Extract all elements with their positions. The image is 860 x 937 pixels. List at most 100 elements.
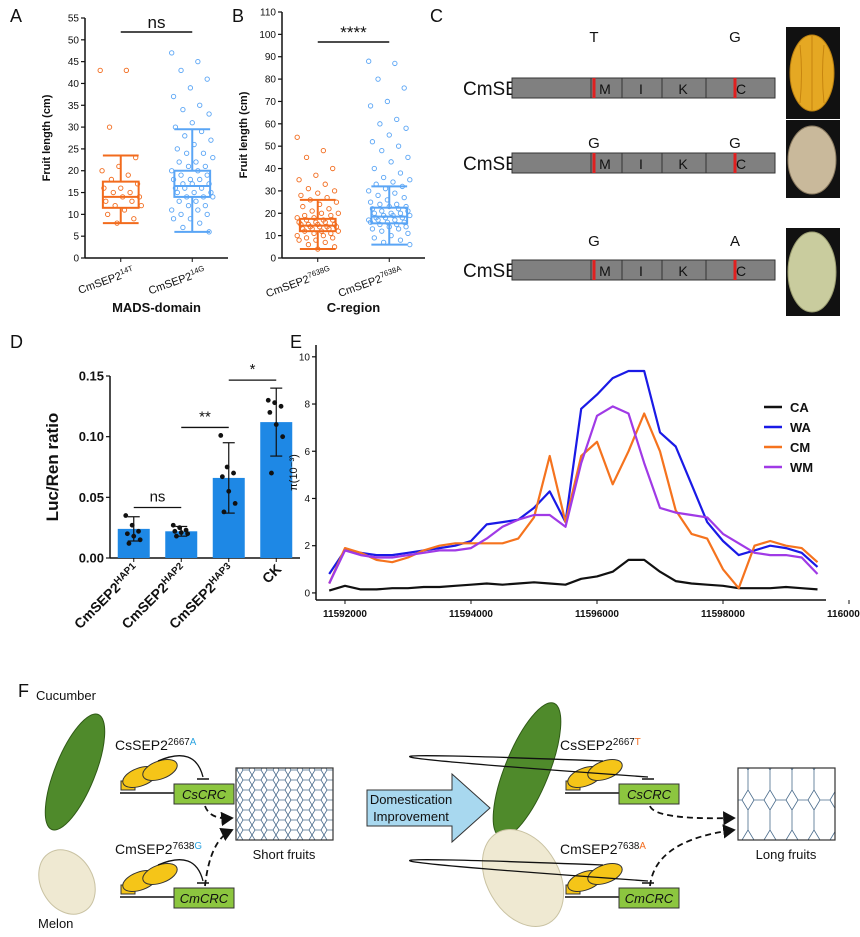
x-tick-label-sup: 14G [189,263,206,276]
data-point [397,210,404,216]
data-point [185,163,192,170]
x-tick-label: CmSEP214T [76,263,136,297]
y-axis-title: Fruit length (cm) [238,91,250,178]
regulator-label-allele: A [190,737,197,748]
data-point [331,188,338,194]
data-point [405,154,411,161]
data-point [296,237,302,243]
data-point [131,533,137,539]
x-tick-label-base: CmSEP2 [337,273,384,300]
data-point [394,201,400,207]
x-tick-label-sup: 7638G [306,263,331,279]
data-point [395,226,402,232]
data-point [403,125,409,131]
data-point [204,172,210,178]
regulation-arc [157,859,204,882]
regulation-arc [409,755,649,778]
data-point [407,241,413,248]
data-point [224,464,230,470]
data-point [335,228,341,234]
x-tick-label: CmSEP27638A [336,263,405,300]
data-point [195,58,201,65]
snp-label: G [588,233,600,250]
dashed-arrow [204,805,234,827]
data-point [322,239,328,245]
data-point [187,176,194,183]
data-point [191,189,197,196]
dashed-arrow [649,805,736,826]
x-tick-label: 11592000 [323,609,367,620]
legend-label: WA [790,420,812,435]
data-point [193,159,199,165]
regulation-arc [409,859,649,882]
data-point [170,522,176,528]
data-point [377,201,383,207]
cell-image [737,767,836,841]
transition-label: Domestication [370,792,452,807]
data-point [197,176,203,183]
y-tick-label: 10 [68,210,80,221]
y-tick-label: 80 [265,75,277,86]
y-tick-label: 50 [68,35,80,46]
data-point [380,174,387,181]
data-point [195,207,201,213]
y-tick-label: 4 [304,494,310,505]
target-gene-label: CmCRC [180,891,229,906]
y-tick-label: 100 [259,30,276,41]
y-tick-label: 25 [68,144,80,155]
data-point [379,148,385,154]
data-point [178,530,184,535]
data-point [265,397,271,403]
data-point [392,60,398,67]
data-point [369,226,376,232]
data-point [401,194,407,201]
x-tick-label-sup: HAP2 [159,560,186,587]
y-tick-label: 0.10 [79,429,104,444]
data-point [382,215,389,221]
species-label: Cucumber [36,688,97,703]
x-tick-label-sup: 7638A [378,263,403,279]
regulator-label: CmSEP27638G [115,841,202,858]
y-tick-label: 0.15 [79,369,104,384]
data-point [407,212,413,219]
data-point [369,206,376,212]
series-line [328,369,819,575]
snp-label: A [730,233,740,250]
y-tick-label: 110 [260,8,276,19]
y-tick-label: 0.05 [79,490,104,505]
snp-label: T [589,29,598,46]
regulator-label: CsSEP22667T [560,737,641,754]
x-tick-label-base: CmSEP2 [71,579,124,632]
y-tick-label: 0.00 [79,551,104,566]
domain-label: K [678,81,688,97]
data-point [136,528,141,534]
data-point [129,198,135,204]
x-axis-title: C-region [327,300,381,315]
x-tick-label-base: CmSEP2 [118,579,171,632]
data-point [298,221,304,228]
phenotype-label: Short fruits [253,847,316,862]
data-point [401,85,407,91]
data-point [123,513,129,518]
y-tick-label: 40 [68,79,80,90]
snp-label: G [588,135,600,152]
y-tick-label: 15 [68,188,80,199]
regulator-label-base: CsSEP2 [115,737,168,753]
x-tick-label: 11594000 [449,609,493,620]
panel-label: E [290,332,302,352]
x-tick-label-base: CmSEP2 [264,273,311,300]
y-tick-label: 55 [68,14,80,25]
data-point [322,181,328,187]
data-point [328,212,334,219]
y-tick-label: 20 [68,166,80,177]
y-tick-label: 90 [265,52,277,63]
data-point [101,185,107,191]
y-tick-label: 50 [265,142,277,153]
data-point [200,150,207,156]
legend-label: CA [790,400,809,415]
data-point [180,224,186,231]
x-tick-label: 11596000 [575,609,619,620]
x-tick-label: 11600000 [827,609,860,620]
data-point [131,216,137,222]
